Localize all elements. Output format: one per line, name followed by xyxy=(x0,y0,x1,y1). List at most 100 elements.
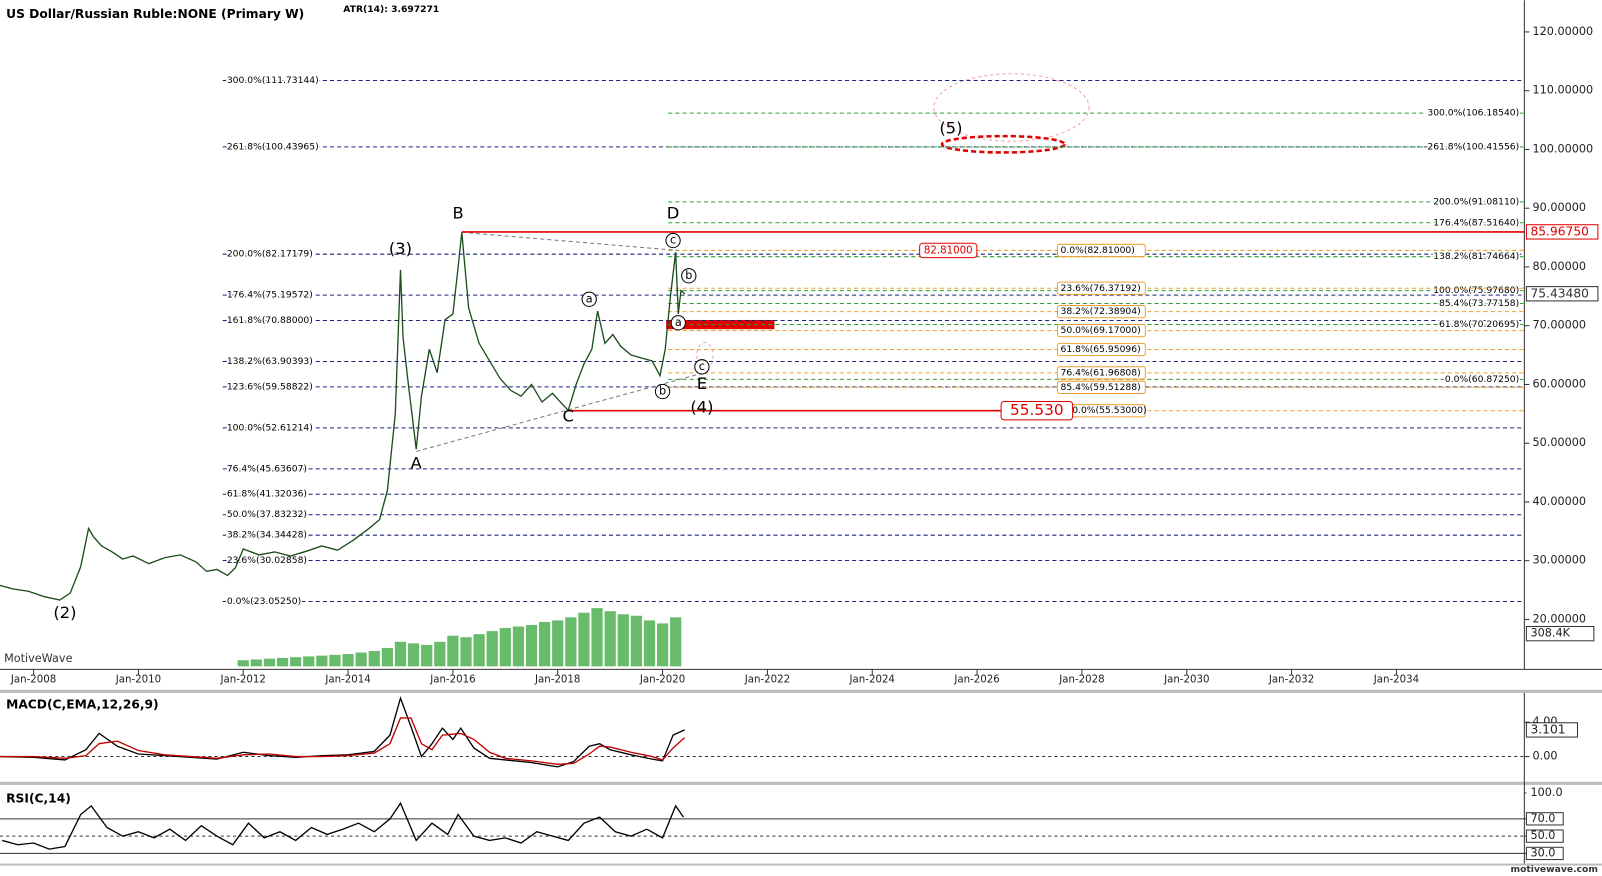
volume-bar xyxy=(316,655,328,667)
last-value-label: 3.101 xyxy=(1530,722,1565,736)
price-marker-label: 75.43480 xyxy=(1530,286,1588,300)
y-tick-label: 30.0 xyxy=(1530,846,1555,859)
wave-circle xyxy=(665,232,681,249)
fib-label-box xyxy=(1056,380,1146,394)
volume-bar xyxy=(329,654,341,667)
wave-label: c xyxy=(670,234,676,247)
fib-label: 138.2%(81.74664) xyxy=(1433,251,1519,262)
volume-label: 308.4K xyxy=(1530,627,1570,640)
panel-divider xyxy=(0,689,1602,693)
y-tick-label: 60.00000 xyxy=(1533,377,1587,390)
price-box-label: 55.530 xyxy=(1010,401,1064,419)
fib-label-box xyxy=(1056,366,1146,380)
volume-bar xyxy=(290,657,302,667)
y-tick-label: 80.00000 xyxy=(1533,260,1587,273)
volume-bar xyxy=(473,634,485,667)
target-zone xyxy=(940,134,1066,154)
y-tick-label: 0.00 xyxy=(1533,750,1558,763)
fib-label: 123.6%(59.58822) xyxy=(227,381,313,392)
wave-label: D xyxy=(667,204,680,223)
y-tick-label: 50.0 xyxy=(1530,829,1555,842)
volume-bar xyxy=(394,641,407,667)
wave-circle xyxy=(670,315,686,331)
volume-bar xyxy=(565,617,577,667)
x-tick-label: Jan-2016 xyxy=(429,675,475,686)
wave-label: c xyxy=(699,360,705,373)
brand: MotiveWave xyxy=(4,652,72,665)
volume-bar xyxy=(656,623,669,667)
volume-bar xyxy=(539,621,551,667)
x-tick-label: Jan-2032 xyxy=(1268,675,1314,686)
panel-divider xyxy=(0,781,1602,785)
wave-circle xyxy=(654,383,671,400)
fib-label: 38.2%(34.34428) xyxy=(227,530,307,541)
fib-label: 100.0%(52.61214) xyxy=(227,422,313,433)
volume-bar xyxy=(578,612,590,667)
wave-label: b xyxy=(659,385,666,398)
volume-label-box xyxy=(1525,625,1595,642)
fib-label: 261.8%(100.41556) xyxy=(1427,142,1519,153)
x-tick-label: Jan-2030 xyxy=(1163,675,1209,686)
fib-label: 85.4%(59.51288) xyxy=(1061,382,1141,393)
volume-bar xyxy=(447,635,459,667)
trendline xyxy=(461,231,679,252)
volume-bar xyxy=(591,608,603,667)
fib-label-box xyxy=(1056,342,1146,357)
volume-bar xyxy=(355,652,367,667)
fib-label-box xyxy=(1056,243,1146,258)
price-line xyxy=(0,232,686,601)
y-tick-box xyxy=(1526,786,1564,800)
price-box xyxy=(1000,401,1074,421)
fib-label: 61.8%(65.95096) xyxy=(1061,344,1141,355)
y-tick-label: 50.00000 xyxy=(1533,436,1587,449)
volume-bar xyxy=(617,614,629,667)
volume-bar xyxy=(552,620,564,667)
volume-bar xyxy=(434,641,446,667)
x-tick-label: Jan-2008 xyxy=(10,675,56,686)
volume-bar xyxy=(604,611,616,667)
x-tick-label: Jan-2022 xyxy=(744,675,790,686)
y-tick-label: 70.00000 xyxy=(1533,319,1587,332)
wave-label: C xyxy=(563,406,574,425)
volume-bar xyxy=(368,651,380,667)
fib-label: 100.0%(75.97680) xyxy=(1433,285,1519,296)
wave-label: (5) xyxy=(939,118,962,137)
fib-label: 76.4%(45.63607) xyxy=(227,463,307,474)
volume-bar xyxy=(381,647,393,667)
wave-label: b xyxy=(685,269,692,282)
volume-bar xyxy=(342,654,354,667)
trendline xyxy=(416,372,703,452)
volume-bar xyxy=(643,620,656,667)
x-tick-label: Jan-2014 xyxy=(324,675,370,686)
rsi-line xyxy=(1,801,685,850)
price-box xyxy=(919,242,978,259)
fib-label: 50.0%(69.17000) xyxy=(1061,325,1141,336)
chart-title: US Dollar/Russian Ruble:NONE (Primary W) xyxy=(6,7,304,21)
x-tick-label: Jan-2034 xyxy=(1373,675,1419,686)
fib-label: 200.0%(91.08110) xyxy=(1433,196,1519,207)
y-tick-box xyxy=(1525,829,1564,843)
y-tick-label: 110.00000 xyxy=(1533,84,1594,97)
volume-bar xyxy=(525,624,538,667)
wave-circle xyxy=(681,268,697,284)
volume-bar xyxy=(303,656,315,667)
volume-bar xyxy=(499,628,511,667)
site: motivewave.com xyxy=(1511,864,1598,875)
macd-line xyxy=(0,717,686,765)
volume-bar xyxy=(407,643,420,667)
price-marker xyxy=(1525,286,1599,302)
x-tick-label: Jan-2026 xyxy=(953,675,999,686)
wave-circle xyxy=(694,359,710,375)
macd-title: MACD(C,EMA,12,26,9) xyxy=(6,698,159,712)
wave-label: A xyxy=(411,453,423,472)
fib-label-box xyxy=(1056,281,1146,295)
y-tick-box xyxy=(1525,846,1564,861)
wave-label: B xyxy=(453,204,464,223)
atr-label: ATR(14): 3.697271 xyxy=(343,4,439,15)
volume-bar xyxy=(670,617,682,667)
fib-label: 23.6%(30.02858) xyxy=(227,555,307,566)
fib-label: 138.2%(63.90393) xyxy=(227,356,313,367)
fib-label: 0.0%(82.81000) xyxy=(1061,245,1135,256)
fib-label: 61.8%(41.32036) xyxy=(227,489,307,500)
fib-label: 300.0%(111.73144) xyxy=(227,75,319,86)
